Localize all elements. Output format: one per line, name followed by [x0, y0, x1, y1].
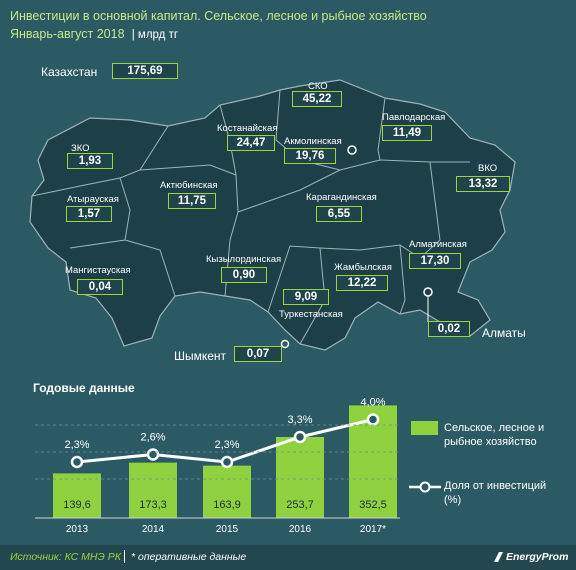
city-label-shymkent: Шымкент: [174, 349, 227, 363]
share-point: [70, 455, 84, 469]
city-value-shymkent: 0,07: [234, 346, 282, 362]
region-value-sko: 45,22: [292, 91, 342, 107]
region-label-kyzylorda: Кызылординская: [206, 254, 282, 265]
region-label-sko: СКО: [308, 81, 328, 92]
share-value-label: 3,3%: [287, 414, 312, 426]
bar-value-label: 173,3: [139, 499, 167, 511]
footer-divider: [124, 550, 125, 563]
legend-bar-swatch: [411, 421, 438, 435]
city-label-almaty: Алматы: [482, 326, 526, 340]
region-label-turkestan: Туркестанская: [279, 309, 343, 320]
region-label-aktobe: Актюбинская: [160, 180, 218, 191]
region-label-kostanay: Костанайская: [217, 123, 278, 134]
region-value-pavlodar: 11,49: [382, 125, 432, 141]
region-label-mangystau: Мангистауская: [65, 265, 131, 276]
annual-chart: 139,6 173,3 163,9 253,7 352,5 2,3% 2,6% 2,3% 3,…: [35, 397, 400, 535]
region-label-akmola: Акмолинская: [284, 136, 342, 147]
country-value: 175,69: [112, 63, 178, 79]
astana-marker-icon: [347, 145, 357, 155]
region-label-zko: ЗКО: [71, 143, 90, 154]
legend-bar-label: Сельское, лесное и рыбное хозяйство: [444, 422, 545, 448]
shymkent-marker-icon: [280, 339, 290, 349]
bar: [276, 436, 324, 518]
page-title: Инвестиции в основной капитал. Сельское,…: [10, 9, 427, 23]
region-value-zhambyl: 12,22: [336, 275, 388, 291]
footer: Источник: КС МНЭ РК * оперативные данные…: [0, 545, 576, 570]
brand-name: EnergyProm: [506, 551, 569, 563]
x-tick-label: 2016: [289, 524, 312, 535]
region-label-zhambyl: Жамбылская: [334, 262, 392, 273]
region-label-vko: ВКО: [478, 163, 498, 174]
bar: [129, 462, 177, 518]
share-point: [220, 455, 234, 469]
chart-title: Годовые данные: [33, 381, 135, 395]
share-point: [366, 413, 380, 426]
bar: [203, 465, 251, 518]
share-value-label: 2,6%: [140, 432, 165, 444]
legend-line-label: Доля от инвестиций (%): [444, 480, 547, 506]
region-label-pavlodar: Павлодарская: [382, 112, 446, 123]
share-value-label: 4,0%: [360, 397, 385, 409]
x-tick-label: 2017*: [360, 524, 386, 535]
region-label-atyrau: Атырауская: [67, 194, 119, 205]
bar-value-label: 163,9: [213, 499, 241, 511]
share-line-group: 2,3% 2,6% 2,3% 3,3% 4,0%: [64, 397, 386, 469]
x-tick-label: 2013: [66, 524, 89, 535]
energyprom-logo-icon: [494, 552, 503, 562]
unit-label: | млрд тг: [128, 29, 179, 41]
share-point: [146, 448, 160, 461]
country-label: Казахстан: [41, 65, 98, 79]
bar-value-label: 139,6: [63, 499, 91, 511]
share-value-label: 2,3%: [214, 439, 239, 451]
region-value-aktobe: 11,75: [168, 193, 216, 209]
city-value-almaty: 0,02: [428, 321, 470, 337]
bar-value-label: 253,7: [286, 499, 314, 511]
region-value-almaty-region: 17,30: [409, 253, 461, 269]
bar-value-label: 352,5: [359, 499, 387, 511]
bar: [53, 473, 101, 518]
region-value-mangystau: 0,04: [77, 279, 123, 295]
region-value-karaganda: 6,55: [316, 206, 362, 222]
x-tick-label: 2015: [216, 524, 239, 535]
region-value-vko: 13,32: [456, 176, 510, 192]
region-value-zko: 1,93: [67, 153, 113, 169]
share-point: [293, 430, 307, 444]
region-label-karaganda: Карагандинская: [306, 192, 377, 203]
share-value-label: 2,3%: [64, 439, 89, 451]
region-value-akmola: 19,76: [284, 148, 336, 164]
x-axis-group: 2013 2014 2015 2016 2017*: [35, 424, 400, 535]
region-label-almaty-region: Алматинская: [409, 239, 467, 250]
period-label: Январь-август 2018: [10, 27, 125, 41]
source-text: Источник: КС МНЭ РК: [10, 551, 121, 563]
region-value-kyzylorda: 0,90: [221, 267, 267, 283]
legend-line-swatch: [409, 481, 441, 493]
region-value-atyrau: 1,57: [66, 206, 112, 222]
x-tick-label: 2014: [142, 524, 165, 535]
region-value-turkestan: 9,09: [283, 289, 329, 305]
region-value-kostanay: 24,47: [227, 135, 275, 151]
page-subtitle: Январь-август 2018 | млрд тг: [10, 27, 178, 41]
footnote-text: * оперативные данные: [131, 551, 247, 563]
